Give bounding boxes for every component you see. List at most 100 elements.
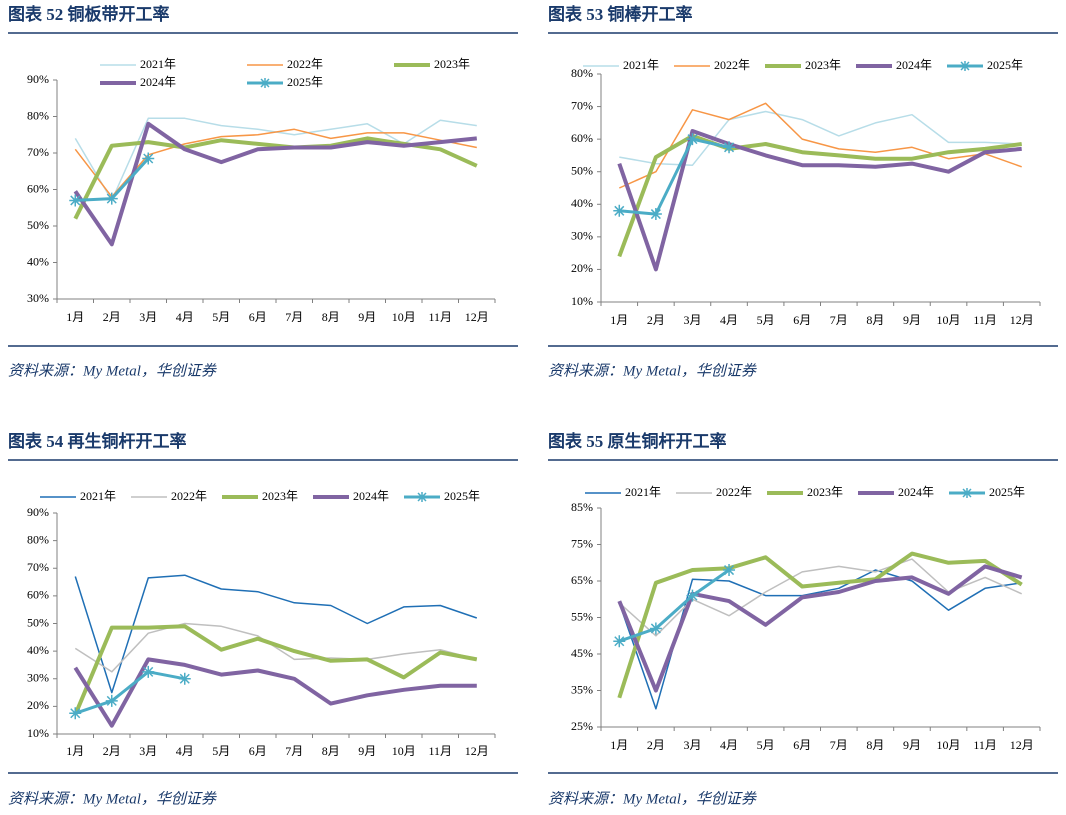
- chart-title: 图表 53 铜棒开工率: [548, 4, 693, 24]
- legend-label: 2024年: [140, 75, 176, 89]
- point-marker: [613, 635, 626, 648]
- point-marker: [142, 152, 155, 165]
- legend-label: 2022年: [714, 58, 750, 72]
- x-tick-label: 10月: [937, 313, 961, 327]
- x-tick-label: 8月: [866, 738, 884, 752]
- legend-marker: [961, 488, 973, 498]
- series-line: [619, 110, 1022, 166]
- point-marker: [723, 141, 736, 154]
- point-marker: [723, 564, 736, 577]
- x-tick-label: 3月: [683, 313, 701, 327]
- x-tick-label: 4月: [176, 310, 194, 324]
- point-marker: [142, 665, 155, 678]
- source-note: 资料来源：My Metal，华创证券: [548, 362, 757, 379]
- series-line: [73, 121, 478, 247]
- point-marker: [105, 192, 118, 205]
- y-tick-label: 50%: [571, 163, 593, 177]
- series-line: [617, 551, 1023, 699]
- y-tick-label: 35%: [571, 682, 593, 696]
- source-note: 资料来源：My Metal，华创证券: [8, 362, 217, 379]
- y-tick-label: 90%: [27, 505, 49, 519]
- point-marker: [105, 694, 118, 707]
- point-marker: [649, 208, 662, 221]
- x-tick-label: 3月: [683, 738, 701, 752]
- y-tick-label: 60%: [27, 181, 49, 195]
- x-tick-label: 10月: [937, 738, 961, 752]
- x-tick-label: 6月: [249, 310, 267, 324]
- x-tick-label: 12月: [465, 744, 489, 758]
- legend-label: 2023年: [805, 58, 841, 72]
- y-tick-label: 45%: [571, 646, 593, 660]
- y-tick-label: 30%: [27, 671, 49, 685]
- series-line: [73, 136, 478, 220]
- x-tick-label: 1月: [66, 744, 84, 758]
- x-tick-label: 1月: [66, 310, 84, 324]
- chart-title: 图表 54 再生铜杆开工率: [8, 431, 187, 451]
- series-line: [73, 624, 478, 716]
- x-tick-label: 8月: [322, 310, 340, 324]
- legend-label: 2021年: [140, 57, 176, 71]
- series-line: [73, 657, 477, 728]
- x-tick-label: 9月: [903, 738, 921, 752]
- x-tick-label: 3月: [139, 744, 157, 758]
- y-tick-label: 10%: [27, 726, 49, 740]
- legend-label: 2025年: [444, 489, 480, 503]
- y-tick-label: 55%: [571, 609, 593, 623]
- point-marker: [613, 204, 626, 217]
- x-tick-label: 3月: [139, 310, 157, 324]
- x-tick-label: 9月: [358, 744, 376, 758]
- legend-label: 2025年: [287, 75, 323, 89]
- y-tick-label: 60%: [27, 588, 49, 602]
- x-tick-label: 2月: [647, 313, 665, 327]
- point-marker: [686, 589, 699, 602]
- point-marker: [69, 707, 82, 720]
- y-tick-label: 70%: [571, 98, 593, 112]
- y-tick-label: 40%: [27, 254, 49, 268]
- legend-label: 2024年: [898, 485, 934, 499]
- x-tick-label: 7月: [830, 738, 848, 752]
- x-tick-label: 6月: [793, 313, 811, 327]
- y-tick-label: 40%: [571, 196, 593, 210]
- legend-marker: [959, 61, 971, 71]
- legend-label: 2021年: [623, 58, 659, 72]
- x-tick-label: 7月: [285, 310, 303, 324]
- point-marker: [178, 672, 191, 685]
- legend-label: 2021年: [625, 485, 661, 499]
- y-tick-label: 85%: [571, 500, 593, 514]
- x-tick-label: 5月: [212, 744, 230, 758]
- legend-label: 2022年: [716, 485, 752, 499]
- x-tick-label: 8月: [322, 744, 340, 758]
- x-tick-label: 8月: [866, 313, 884, 327]
- series-line: [618, 102, 1022, 189]
- source-note: 资料来源：My Metal，华创证券: [548, 790, 757, 807]
- y-tick-label: 75%: [571, 536, 593, 550]
- x-tick-label: 4月: [720, 313, 738, 327]
- legend-label: 2022年: [171, 489, 207, 503]
- x-tick-label: 5月: [757, 313, 775, 327]
- y-tick-label: 70%: [27, 145, 49, 159]
- y-tick-label: 40%: [27, 643, 49, 657]
- x-tick-label: 6月: [793, 738, 811, 752]
- y-tick-label: 50%: [27, 218, 49, 232]
- x-tick-label: 9月: [358, 310, 376, 324]
- y-tick-label: 30%: [571, 229, 593, 243]
- series-line: [74, 670, 186, 715]
- y-tick-label: 80%: [27, 108, 49, 122]
- y-tick-label: 90%: [27, 72, 49, 86]
- x-tick-label: 11月: [428, 744, 452, 758]
- y-tick-label: 80%: [571, 66, 593, 80]
- legend-label: 2021年: [80, 489, 116, 503]
- legend-marker: [416, 492, 428, 502]
- y-tick-label: 65%: [571, 573, 593, 587]
- series-line: [619, 137, 730, 216]
- x-tick-label: 10月: [392, 310, 416, 324]
- series-line: [74, 128, 477, 198]
- series-line: [617, 133, 1022, 258]
- x-tick-label: 9月: [903, 313, 921, 327]
- y-tick-label: 80%: [27, 532, 49, 546]
- legend-label: 2024年: [896, 58, 932, 72]
- series-line: [618, 569, 1022, 710]
- y-tick-label: 30%: [27, 291, 49, 305]
- x-tick-label: 10月: [392, 744, 416, 758]
